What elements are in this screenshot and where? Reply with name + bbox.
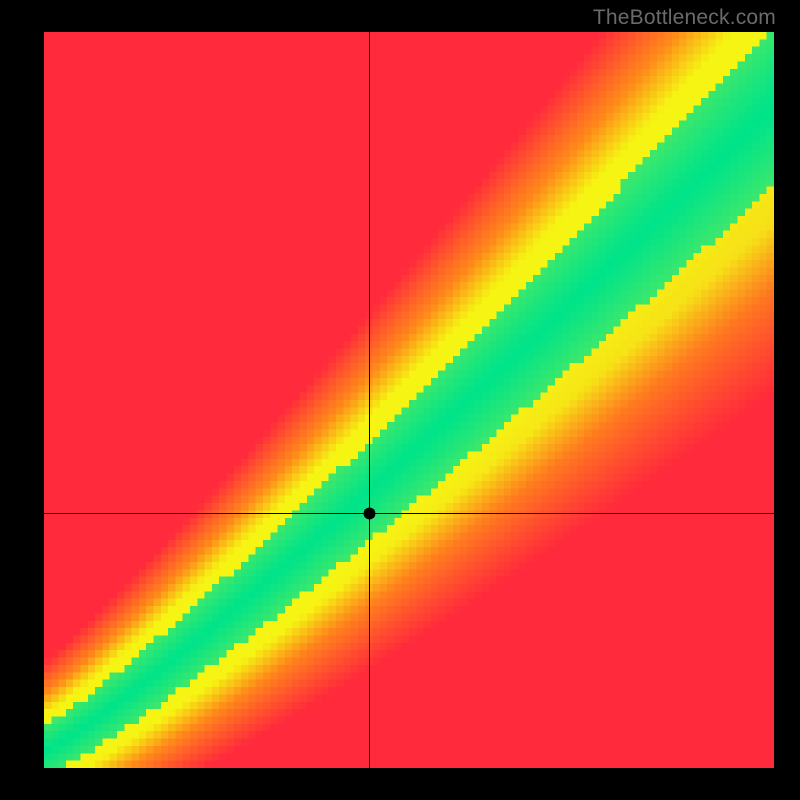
crosshair-overlay: [44, 32, 774, 768]
chart-container: TheBottleneck.com: [0, 0, 800, 800]
watermark-text: TheBottleneck.com: [593, 6, 776, 30]
